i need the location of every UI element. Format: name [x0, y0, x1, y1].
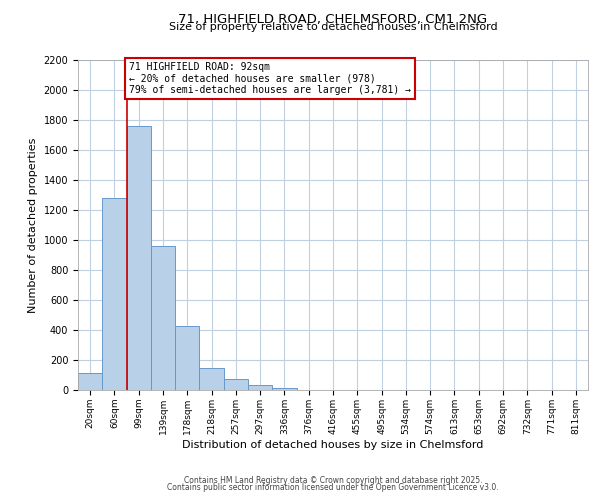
Bar — [127, 126, 151, 390]
Bar — [78, 373, 102, 390]
Bar — [224, 379, 248, 390]
Bar — [272, 388, 296, 390]
Bar — [248, 385, 272, 390]
Bar — [199, 368, 224, 390]
Text: 71 HIGHFIELD ROAD: 92sqm
← 20% of detached houses are smaller (978)
79% of semi-: 71 HIGHFIELD ROAD: 92sqm ← 20% of detach… — [129, 62, 411, 96]
X-axis label: Distribution of detached houses by size in Chelmsford: Distribution of detached houses by size … — [182, 440, 484, 450]
Y-axis label: Number of detached properties: Number of detached properties — [28, 138, 38, 312]
Text: 71, HIGHFIELD ROAD, CHELMSFORD, CM1 2NG: 71, HIGHFIELD ROAD, CHELMSFORD, CM1 2NG — [178, 12, 488, 26]
Bar — [151, 246, 175, 390]
Bar — [175, 326, 199, 390]
Bar — [102, 198, 127, 390]
Text: Size of property relative to detached houses in Chelmsford: Size of property relative to detached ho… — [169, 22, 497, 32]
Text: Contains HM Land Registry data © Crown copyright and database right 2025.: Contains HM Land Registry data © Crown c… — [184, 476, 482, 485]
Text: Contains public sector information licensed under the Open Government Licence v3: Contains public sector information licen… — [167, 484, 499, 492]
